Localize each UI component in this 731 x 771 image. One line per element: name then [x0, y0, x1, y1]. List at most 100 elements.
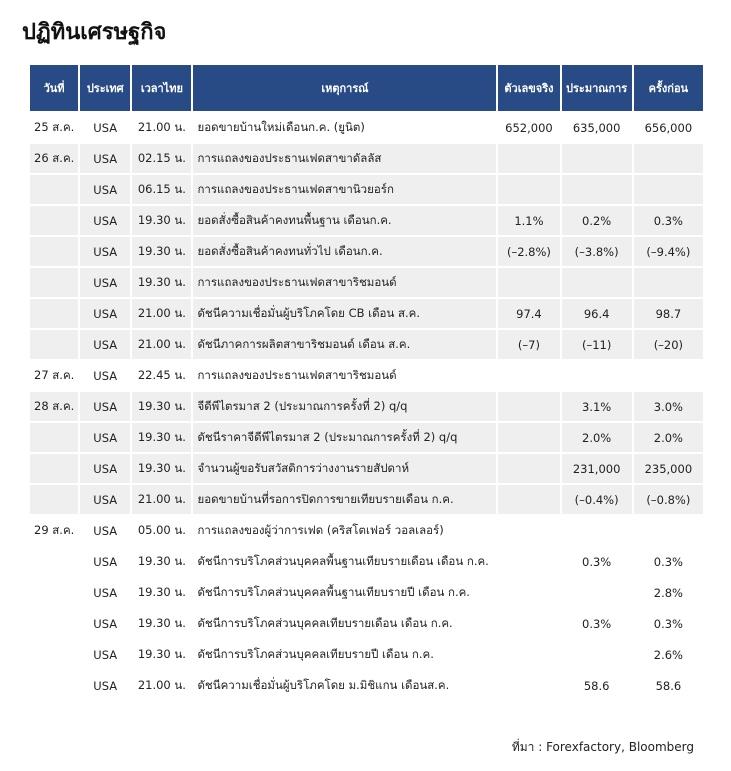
table-cell	[498, 516, 559, 545]
table-row: 28 ส.ค. USA 19.30 น. จีดีพีไตรมาส 2 (ประมาณ…	[30, 392, 703, 421]
table-cell: 22.45 น.	[137, 367, 186, 382]
table-cell: ดัชนีความเชื่อมั่นผู้บริโภคโดย ม.มิชิแกน…	[197, 677, 450, 692]
table-cell: ดัชนีภาคการผลิตสาขาริชมอนด์ เดือน ส.ค.	[193, 330, 497, 359]
table-cell	[634, 516, 703, 545]
table-cell: 0.2%	[561, 206, 632, 235]
table-row: USA 19.30 น. ดัชนีการบริโภคส่วนบุคคลเทียบร…	[30, 640, 703, 669]
table-cell: 21.00 น.	[132, 299, 192, 328]
table-cell: 27 ส.ค.	[34, 367, 75, 382]
table-cell: 19.30 น.	[132, 392, 192, 421]
table-cell: 19.30 น.	[132, 206, 192, 235]
table-cell: 0.3%	[633, 206, 703, 235]
table-cell: ดัชนีราคาจีดีพีไตรมาส 2 (ประมาณการครั้งท…	[193, 423, 497, 452]
table-cell: 0.3%	[582, 616, 612, 631]
page-title: ปฏิทินเศรษฐกิจ	[22, 20, 167, 45]
table-cell	[633, 144, 703, 173]
table-cell: USA	[80, 175, 131, 204]
table-row: USA 19.30 น. ยอดสั่งซื้อสินค้าคงทนทั่วไป เ…	[30, 237, 703, 266]
table-cell	[30, 485, 79, 514]
table-cell	[561, 175, 632, 204]
table-cell	[498, 485, 560, 514]
table-cell: 0.3%	[653, 554, 683, 569]
table-cell: 21.00 น.	[137, 119, 186, 134]
table-cell: USA	[93, 647, 118, 662]
table-cell: 2.0%	[633, 423, 703, 452]
table-cell: 3.0%	[633, 392, 703, 421]
table-cell	[634, 361, 703, 390]
table-cell: USA	[93, 523, 118, 538]
table-row: 27 ส.ค. USA 22.45 น. การแถลงของประธานเฟดสาข…	[30, 361, 703, 390]
table-cell: 1.1%	[498, 206, 560, 235]
table-cell: 02.15 น.	[132, 144, 192, 173]
table-cell	[633, 175, 703, 204]
table-cell: USA	[80, 268, 131, 297]
table-cell: USA	[80, 299, 131, 328]
table-cell	[562, 640, 632, 669]
table-cell: 2.6%	[653, 647, 683, 662]
table-body: 25 ส.ค. USA 21.00 น. ยอดขายบ้านใหม่เดือนก.ค…	[30, 113, 703, 700]
table-cell: ยอดสั่งซื้อสินค้าคงทนทั่วไป เดือนก.ค.	[193, 237, 497, 266]
table-cell: 635,000	[572, 120, 621, 135]
table-row: USA 21.00 น. ดัชนีความเชื่อมั่นผู้บริโภคโด…	[30, 671, 703, 700]
table-cell	[498, 175, 560, 204]
table-row: USA 19.30 น. จำนวนผู้ขอรับสวัสดิการว่างงาน…	[30, 454, 703, 483]
table-cell: ยอดขายบ้านใหม่เดือนก.ค. (ยูนิต)	[197, 119, 365, 134]
table-cell: 0.3%	[582, 554, 612, 569]
table-cell	[498, 609, 559, 638]
table-cell: 96.4	[561, 299, 632, 328]
table-cell: 05.00 น.	[137, 522, 186, 537]
table-cell	[30, 175, 79, 204]
table-cell	[561, 268, 632, 297]
table-cell: ดัชนีความเชื่อมั่นผู้บริโภคโดย CB เดือน …	[193, 299, 497, 328]
column-header: เวลาไทย	[132, 65, 192, 111]
table-row: USA 19.30 น. ดัชนีการบริโภคส่วนบุคคลพื้นฐา…	[30, 578, 703, 607]
table-cell: USA	[93, 368, 118, 383]
table-cell	[562, 516, 632, 545]
table-cell	[30, 609, 78, 638]
table-cell: (–3.8%)	[561, 237, 632, 266]
table-cell	[30, 206, 79, 235]
table-row: USA 21.00 น. ดัชนีภาคการผลิตสาขาริชมอนด์ เ…	[30, 330, 703, 359]
table-cell: USA	[80, 144, 131, 173]
table-cell: (–11)	[561, 330, 632, 359]
table-cell: USA	[93, 678, 118, 693]
table-cell	[30, 268, 79, 297]
table-cell: 58.6	[583, 678, 610, 693]
table-cell	[561, 144, 632, 173]
table-cell	[30, 299, 79, 328]
table-cell	[498, 361, 559, 390]
table-cell	[498, 578, 559, 607]
table-cell	[498, 392, 560, 421]
table-cell: USA	[93, 585, 118, 600]
table-row: USA 21.00 น. ยอดขายบ้านที่รอการปิดการขายเท…	[30, 485, 703, 514]
table-cell: (–2.8%)	[498, 237, 560, 266]
table-cell	[30, 423, 79, 452]
table-cell	[30, 671, 78, 700]
table-cell: 652,000	[505, 120, 553, 135]
table-cell: (–0.8%)	[633, 485, 703, 514]
table-cell: 19.30 น.	[137, 646, 186, 661]
table-cell: 58.6	[655, 678, 682, 693]
column-header: ประมาณการ	[561, 65, 632, 111]
table-cell: USA	[80, 454, 131, 483]
table-cell: 28 ส.ค.	[30, 392, 79, 421]
table-cell: 19.30 น.	[137, 553, 186, 568]
table-cell: จีดีพีไตรมาส 2 (ประมาณการครั้งที่ 2) q/q	[193, 392, 497, 421]
table-cell: (–0.4%)	[561, 485, 632, 514]
table-row: USA 06.15 น. การแถลงของประธานเฟดสาขานิวยอร…	[30, 175, 703, 204]
table-cell: ยอดขายบ้านที่รอการปิดการขายเทียบรายเดือน…	[193, 485, 497, 514]
table-cell: 25 ส.ค.	[34, 119, 75, 134]
source-note: ที่มา : Forexfactory, Bloomberg	[511, 740, 694, 754]
table-cell: 98.7	[633, 299, 703, 328]
table-cell	[30, 237, 79, 266]
table-cell: 19.30 น.	[132, 268, 192, 297]
table-cell: (–20)	[633, 330, 703, 359]
table-cell: 235,000	[633, 454, 703, 483]
table-cell: 19.30 น.	[132, 237, 192, 266]
column-header: ประเทศ	[80, 65, 131, 111]
table-cell	[30, 640, 78, 669]
table-cell: ดัชนีการบริโภคส่วนบุคคลพื้นฐานเทียบรายเด…	[197, 553, 489, 568]
table-cell: 656,000	[644, 120, 693, 135]
table-cell	[562, 578, 632, 607]
